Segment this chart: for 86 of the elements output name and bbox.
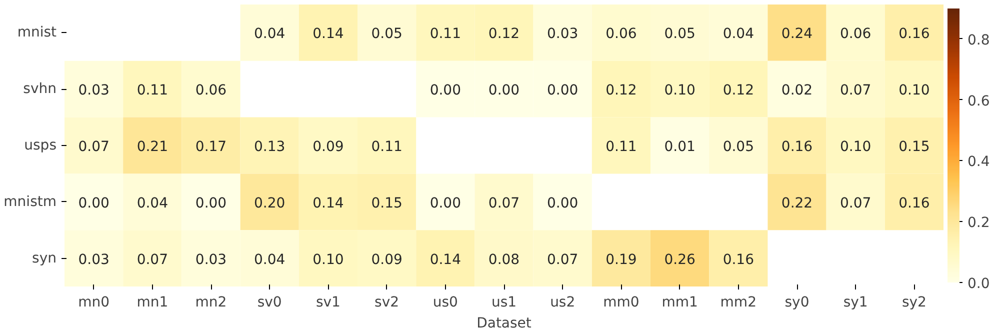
data-label: 0.03 <box>78 82 110 99</box>
color-bar-label: 0.0 <box>968 276 990 292</box>
color-bar-label: 0.6 <box>968 93 990 110</box>
x-tick-label: mm1 <box>662 294 698 310</box>
x-tick-label: mn2 <box>195 294 227 310</box>
data-label: 0.00 <box>430 82 461 99</box>
data-label: 0.00 <box>547 82 578 99</box>
data-label: 0.11 <box>430 26 461 42</box>
data-label: 0.01 <box>664 139 696 155</box>
data-label: 0.12 <box>488 26 520 42</box>
data-label: 0.07 <box>136 252 168 268</box>
data-label: 0.03 <box>195 252 227 268</box>
data-label: 0.04 <box>254 26 286 42</box>
data-label: 0.11 <box>371 139 402 155</box>
data-label: 0.09 <box>312 139 344 155</box>
data-label: 0.05 <box>664 26 696 42</box>
x-tick-label: mm0 <box>603 294 640 310</box>
data-label: 0.02 <box>781 82 813 99</box>
data-label: 0.12 <box>606 82 637 99</box>
data-label: 0.10 <box>664 82 696 99</box>
color-bar-label: 0.2 <box>968 215 990 232</box>
data-label: 0.04 <box>136 195 168 212</box>
data-label: 0.00 <box>78 195 110 212</box>
data-label: 0.16 <box>781 139 813 155</box>
data-label: 0.16 <box>898 195 930 212</box>
data-label: 0.05 <box>371 26 402 42</box>
x-tick-label: sy1 <box>843 294 868 310</box>
color-bar-label: 0.8 <box>968 32 990 48</box>
data-label: 0.10 <box>312 252 344 268</box>
data-label: 0.21 <box>136 139 168 155</box>
y-tick-label: usps <box>24 138 57 154</box>
data-label: 0.19 <box>606 252 637 268</box>
x-tick-label: sv0 <box>257 294 282 310</box>
data-label: 0.00 <box>488 82 520 99</box>
data-label: 0.06 <box>195 82 227 99</box>
data-label: 0.07 <box>840 195 872 212</box>
data-label: 0.20 <box>254 195 286 212</box>
data-label: 0.05 <box>722 139 754 155</box>
x-tick-label: sv1 <box>316 294 340 310</box>
data-label: 0.14 <box>312 195 344 212</box>
data-label: 0.26 <box>664 252 696 268</box>
data-label: 0.11 <box>136 82 168 99</box>
x-tick-label: mm2 <box>720 294 756 310</box>
data-label: 0.22 <box>781 195 813 212</box>
data-label: 0.07 <box>547 252 578 268</box>
color-bar-label: 0.4 <box>968 154 990 170</box>
x-tick-label: sy0 <box>784 294 810 310</box>
x-tick-label: mn1 <box>136 294 168 310</box>
y-tick-label: svhn <box>23 81 57 98</box>
data-label: 0.07 <box>78 139 110 155</box>
y-tick-label: syn <box>32 250 56 266</box>
data-label: 0.16 <box>722 252 754 268</box>
x-tick-label: sv2 <box>374 294 400 310</box>
data-label: 0.08 <box>488 252 520 268</box>
data-label: 0.06 <box>840 26 872 42</box>
y-tick-label: mnist <box>17 24 58 41</box>
x-tick-label: sy2 <box>902 294 926 310</box>
data-label: 0.24 <box>781 26 813 42</box>
data-label: 0.04 <box>722 26 754 42</box>
data-label: 0.04 <box>254 252 286 268</box>
data-label: 0.14 <box>312 26 344 42</box>
data-label: 0.00 <box>430 195 461 212</box>
data-label: 0.10 <box>898 82 930 99</box>
data-label: 0.17 <box>195 139 227 155</box>
x-tick-label: mn0 <box>78 294 110 310</box>
x-tick-label: us1 <box>491 294 517 310</box>
data-label: 0.14 <box>430 252 462 268</box>
data-label: 0.09 <box>371 252 402 268</box>
data-label: 0.07 <box>488 195 520 212</box>
data-label: 0.07 <box>840 82 872 99</box>
data-label: 0.12 <box>722 82 754 99</box>
x-tick-label: us2 <box>550 294 576 310</box>
data-label: 0.03 <box>547 26 578 42</box>
data-label: 0.06 <box>606 26 637 42</box>
data-label: 0.15 <box>898 139 930 155</box>
data-label: 0.10 <box>840 139 872 155</box>
data-label: 0.00 <box>547 195 578 212</box>
data-label: 0.13 <box>254 139 286 155</box>
data-label: 0.03 <box>78 252 110 268</box>
data-label: 0.15 <box>371 195 402 212</box>
y-tick-label: mnistm <box>4 194 57 210</box>
data-label: 0.00 <box>195 195 227 212</box>
x-tick-label: us0 <box>432 294 458 310</box>
data-label: 0.11 <box>606 139 637 155</box>
x-axis-title: Dataset <box>476 316 532 332</box>
data-label: 0.16 <box>898 26 930 42</box>
